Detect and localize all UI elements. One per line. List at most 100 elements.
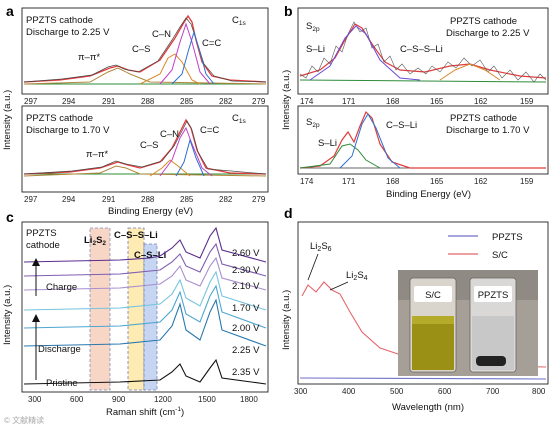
peak-pi-pi-top: π–π* xyxy=(78,52,100,63)
b-top-tick: 162 xyxy=(474,97,488,106)
voltage-label: 1.70 V xyxy=(232,303,260,314)
voltage-label: 2.10 V xyxy=(232,281,260,292)
panel-a-top-sample: PPZTS cathode xyxy=(26,15,93,26)
a-bottom-tick: 297 xyxy=(24,195,38,204)
panel-b-bottom-plot: S2p PPZTS cathode Discharge to 1.70 V S–… xyxy=(297,105,549,200)
c-tick: 1200 xyxy=(154,395,172,404)
panel-a-bottom-condition: Discharge to 1.70 V xyxy=(26,125,110,136)
panel-c-xlabel: Raman shift (cm-1) xyxy=(106,406,184,418)
b-bottom-tick: 165 xyxy=(430,177,444,186)
peak-cs-top: C–S xyxy=(132,44,150,55)
voltage-label: 2.35 V xyxy=(232,367,260,378)
a-top-tick: 291 xyxy=(102,97,116,106)
panel-b-top-sample: PPZTS cathode xyxy=(450,16,517,27)
panel-a-ylabel: Intensity (a.u.) xyxy=(2,90,13,150)
legend-sc: S/C xyxy=(492,250,508,261)
d-tick: 800 xyxy=(532,387,546,396)
panel-d-ylabel: Intensity (a.u.) xyxy=(281,290,292,350)
peak-pi-pi-bottom: π–π* xyxy=(86,149,108,160)
panel-a-bottom-sample: PPZTS cathode xyxy=(26,113,93,124)
panel-c-title-1: PPZTS xyxy=(26,228,57,239)
peak-cssli-top: C–S–S–Li xyxy=(400,44,443,55)
panel-b-ylabel: Intensity (a.u.) xyxy=(281,70,292,130)
arrow-label-discharge: Discharge xyxy=(38,344,81,355)
d-tick: 700 xyxy=(486,387,500,396)
band-label-li2s2: Li2S2 xyxy=(84,235,106,247)
b-bottom-tick: 168 xyxy=(386,177,400,186)
peak-sli-bottom: S–Li xyxy=(318,138,337,149)
b-bottom-tick: 159 xyxy=(520,177,534,186)
c-tick: 300 xyxy=(28,395,42,404)
panel-c-plot: PPZTS cathode Li2S2 C–S–S–Li C–S–Li 2.60… xyxy=(21,221,269,418)
panel-a-bottom-region: C1s xyxy=(232,113,246,125)
band-label-cssli: C–S–S–Li xyxy=(114,230,158,241)
panel-b-top-condition: Discharge to 2.25 V xyxy=(446,28,530,39)
b-bottom-tick: 162 xyxy=(474,177,488,186)
a-bottom-tick: 294 xyxy=(62,195,76,204)
watermark: © 文献精读 xyxy=(4,415,44,425)
voltage-label: 2.00 V xyxy=(232,323,260,334)
band-label-csli: C–S–Li xyxy=(134,250,166,261)
panel-b-label: b xyxy=(284,3,293,19)
peak-csli-bottom: C–S–Li xyxy=(386,120,417,131)
d-tick: 400 xyxy=(342,387,356,396)
a-bottom-tick: 288 xyxy=(141,195,155,204)
voltage-label: 2.30 V xyxy=(232,265,260,276)
voltage-label: 2.60 V xyxy=(232,248,260,259)
peak-cn-top: C–N xyxy=(152,29,171,40)
d-tick: 500 xyxy=(390,387,404,396)
panel-c-ylabel: Intensity (a.u.) xyxy=(2,285,13,345)
panel-a-xlabel: Binding Energy (eV) xyxy=(108,206,193,217)
c-tick: 1800 xyxy=(240,395,258,404)
vial-photo: S/C PPZTS xyxy=(398,270,538,376)
a-bottom-tick: 291 xyxy=(102,195,116,204)
legend-ppzts: PPZTS xyxy=(492,232,523,243)
arrow-label-pristine: Pristine xyxy=(46,378,78,389)
a-top-tick: 297 xyxy=(24,97,38,106)
c-tick: 600 xyxy=(70,395,84,404)
a-top-tick: 294 xyxy=(62,97,76,106)
peak-cc-bottom: C=C xyxy=(200,125,219,136)
annot-li2s6: Li2S6 xyxy=(310,241,332,253)
panel-a-label: a xyxy=(6,3,14,19)
arrow-label-charge: Charge xyxy=(46,282,77,293)
a-top-tick: 282 xyxy=(219,97,233,106)
panel-c-title-2: cathode xyxy=(26,240,60,251)
panel-b-bottom-region: S2p xyxy=(306,117,320,129)
a-top-tick: 285 xyxy=(180,97,194,106)
panel-d-label: d xyxy=(284,205,293,221)
panel-b-top-plot: S2p PPZTS cathode Discharge to 2.25 V S–… xyxy=(297,7,549,106)
vial-label-sc: S/C xyxy=(425,290,441,301)
panel-d-xlabel: Wavelength (nm) xyxy=(392,402,464,413)
vial-label-ppzts: PPZTS xyxy=(478,290,509,301)
a-bottom-tick: 282 xyxy=(219,195,233,204)
b-bottom-tick: 174 xyxy=(300,177,314,186)
peak-sli-top: S–Li xyxy=(306,44,325,55)
b-bottom-tick: 171 xyxy=(342,177,356,186)
b-top-tick: 159 xyxy=(520,97,534,106)
panel-d-plot: PPZTS S/C Li2S6 Li2S4 S/C PPZTS 300 40 xyxy=(294,221,549,413)
b-top-tick: 174 xyxy=(300,97,314,106)
d-tick: 300 xyxy=(294,387,308,396)
panel-a-top-region: C1s xyxy=(232,15,246,27)
panel-a-top-plot: PPZTS cathode Discharge to 2.25 V C1s π–… xyxy=(21,7,269,106)
panel-b-xlabel: Binding Energy (eV) xyxy=(386,189,471,200)
annot-li2s4: Li2S4 xyxy=(346,270,368,282)
panel-a-bottom-plot: PPZTS cathode Discharge to 1.70 V C1s π–… xyxy=(21,105,269,217)
panel-b-bottom-condition: Discharge to 1.70 V xyxy=(446,125,530,136)
voltage-label: 2.25 V xyxy=(232,345,260,356)
c-tick: 1500 xyxy=(198,395,216,404)
a-top-tick: 288 xyxy=(141,97,155,106)
panel-a-top-condition: Discharge to 2.25 V xyxy=(26,27,110,38)
panel-b-bottom-sample: PPZTS cathode xyxy=(450,113,517,124)
b-top-tick: 168 xyxy=(386,97,400,106)
c-tick: 900 xyxy=(112,395,126,404)
peak-cn-bottom: C–N xyxy=(160,129,179,140)
d-tick: 600 xyxy=(438,387,452,396)
b-top-tick: 171 xyxy=(342,97,356,106)
peak-cs-bottom: C–S xyxy=(140,140,158,151)
peak-cc-top: C=C xyxy=(202,38,221,49)
a-bottom-tick: 285 xyxy=(180,195,194,204)
panel-b-top-region: S2p xyxy=(306,21,320,33)
